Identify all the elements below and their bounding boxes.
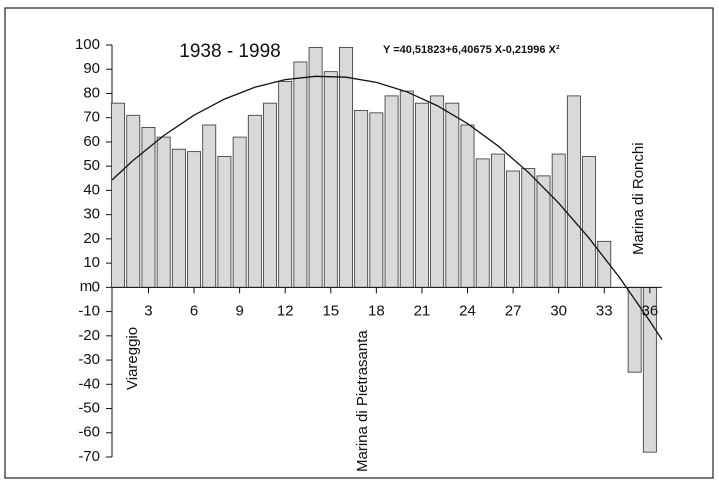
bar bbox=[506, 170, 521, 288]
bar bbox=[171, 148, 186, 288]
frame bbox=[4, 7, 714, 479]
bar bbox=[126, 114, 141, 288]
place-label: Marina di Ronchi bbox=[630, 142, 647, 255]
x-tick-label: 30 bbox=[550, 302, 567, 319]
y-tick-label: 0 bbox=[92, 278, 100, 295]
y-tick-label: 100 bbox=[75, 36, 100, 53]
bar bbox=[339, 47, 353, 288]
bar bbox=[278, 80, 293, 288]
bar bbox=[323, 71, 338, 288]
bar bbox=[156, 136, 171, 288]
y-tick-label: -20 bbox=[78, 327, 100, 344]
y-tick-label: 70 bbox=[83, 109, 100, 126]
bar bbox=[399, 90, 414, 288]
bar bbox=[384, 95, 399, 288]
bar bbox=[202, 124, 217, 288]
chart-title: 1938 - 1998 bbox=[179, 41, 280, 62]
y-tick-label: 40 bbox=[83, 181, 100, 198]
bar bbox=[354, 110, 369, 288]
y-tick-label: -40 bbox=[78, 375, 100, 392]
x-tick-label: 18 bbox=[368, 302, 385, 319]
bar bbox=[232, 136, 247, 288]
bar bbox=[582, 156, 597, 288]
y-tick-label: 60 bbox=[83, 133, 100, 150]
x-tick-label: 21 bbox=[414, 302, 431, 319]
x-tick-label: 27 bbox=[505, 302, 522, 319]
fit-curve bbox=[111, 75, 663, 340]
bar bbox=[521, 168, 536, 288]
y-tick-label: 10 bbox=[83, 254, 100, 271]
y-tick-label: 30 bbox=[83, 206, 100, 223]
bar bbox=[308, 47, 323, 288]
x-tick-label: 9 bbox=[235, 302, 243, 319]
bar bbox=[475, 158, 490, 288]
y-tick-label: 90 bbox=[83, 60, 100, 77]
bar bbox=[187, 151, 201, 288]
x-tick-label: 12 bbox=[277, 302, 294, 319]
bar bbox=[551, 153, 566, 288]
y-axis-label: m bbox=[80, 278, 93, 295]
place-label: Marina di Pietrasanta bbox=[354, 330, 371, 472]
bar bbox=[247, 114, 262, 288]
bar bbox=[415, 102, 429, 288]
x-tick-label: 36 bbox=[642, 302, 659, 319]
equation: Y =40,51823+6,40675 X-0,21996 X² bbox=[383, 44, 560, 56]
place-label: Viareggio bbox=[124, 327, 141, 390]
x-tick-label: 3 bbox=[144, 302, 152, 319]
x-tick-label: 33 bbox=[596, 302, 613, 319]
bar bbox=[460, 124, 475, 288]
bar bbox=[293, 61, 308, 288]
x-tick-label: 24 bbox=[459, 302, 476, 319]
bar bbox=[490, 153, 505, 288]
bar bbox=[430, 95, 445, 288]
y-tick-label: 50 bbox=[83, 157, 100, 174]
x-tick-label: 6 bbox=[190, 302, 198, 319]
y-tick-label: -50 bbox=[78, 399, 100, 416]
bar bbox=[566, 95, 581, 288]
x-tick-label: 15 bbox=[322, 302, 339, 319]
bar bbox=[369, 112, 384, 288]
bar bbox=[111, 102, 126, 288]
bar bbox=[217, 156, 232, 288]
y-tick-label: -70 bbox=[78, 448, 100, 465]
bar bbox=[445, 102, 460, 288]
y-tick-label: -30 bbox=[78, 351, 100, 368]
y-tick-label: -10 bbox=[78, 303, 100, 320]
y-tick-label: 80 bbox=[83, 84, 100, 101]
y-tick-label: 20 bbox=[83, 230, 100, 247]
bar bbox=[263, 102, 277, 288]
y-tick-label: -60 bbox=[78, 424, 100, 441]
